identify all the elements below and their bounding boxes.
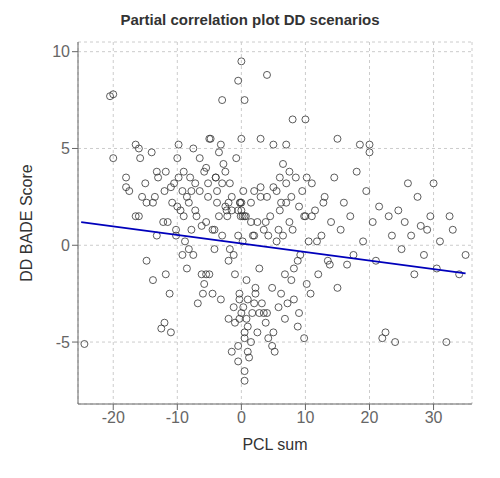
svg-text:-5: -5 xyxy=(56,334,70,351)
html-text:Partial correlation plot DD sc: Partial correlation plot DD scenarios xyxy=(120,11,380,28)
svg-text:-10: -10 xyxy=(166,409,189,426)
svg-text:10: 10 xyxy=(297,409,315,426)
svg-text:-20: -20 xyxy=(102,409,125,426)
svg-text:30: 30 xyxy=(425,409,443,426)
svg-text:PCL sum: PCL sum xyxy=(242,436,307,453)
svg-text:10: 10 xyxy=(52,43,70,60)
svg-text:5: 5 xyxy=(61,140,70,157)
svg-text:20: 20 xyxy=(361,409,379,426)
svg-text:0: 0 xyxy=(237,409,246,426)
svg-text:DD BADE Score: DD BADE Score xyxy=(18,164,35,281)
svg-text:0: 0 xyxy=(61,237,70,254)
